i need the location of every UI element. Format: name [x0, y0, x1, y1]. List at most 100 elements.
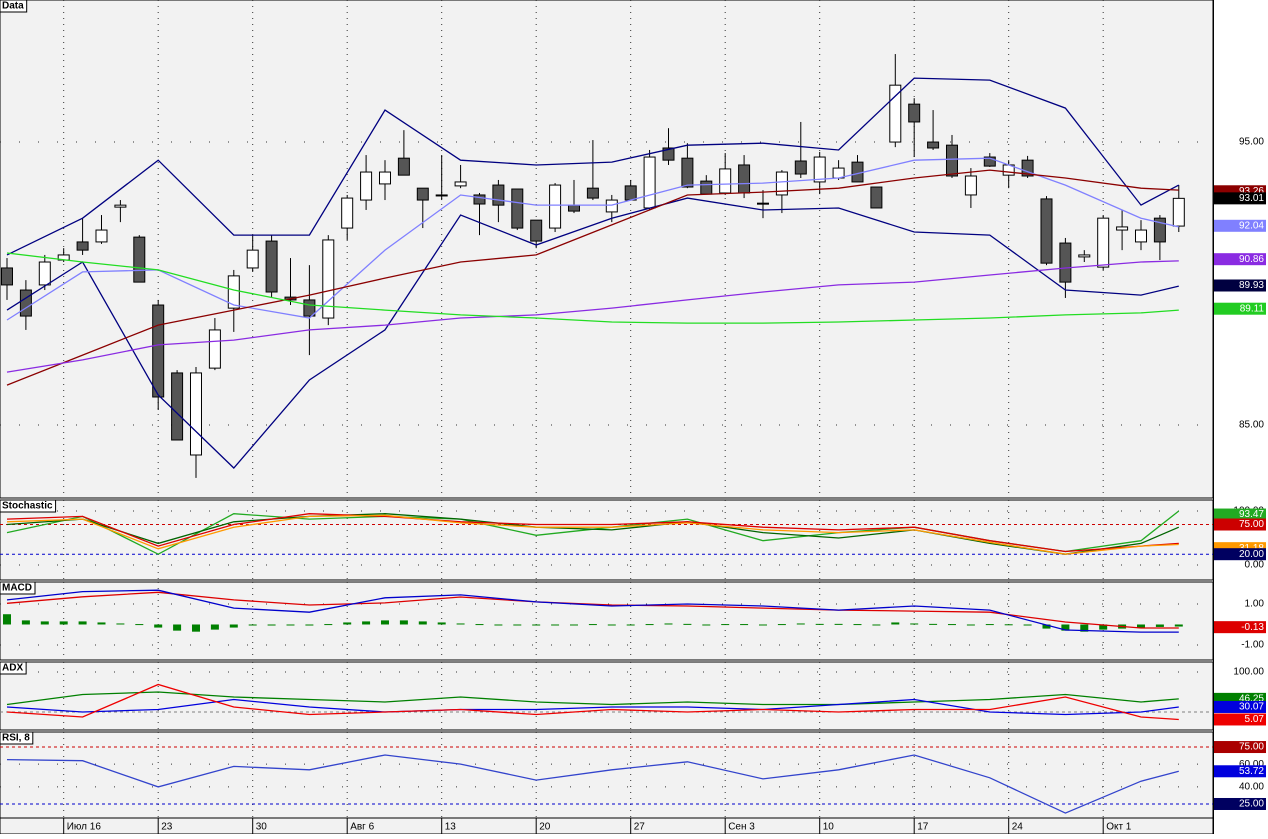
candle-body — [643, 156, 656, 209]
histogram-bar — [569, 624, 578, 626]
histogram-bar — [1023, 624, 1032, 626]
panel-title: RSI, 8 — [2, 733, 30, 744]
panel-background — [0, 661, 1214, 731]
histogram-bar — [97, 622, 106, 625]
panel-title: Data — [2, 1, 24, 12]
histogram-bar — [135, 624, 144, 626]
x-tick-label: 20 — [539, 822, 551, 833]
value-tag-label: 5.07 — [1245, 714, 1265, 725]
candle-body — [964, 175, 977, 196]
indicator-line — [6, 157, 1179, 321]
y-tick-label: -1.00 — [1241, 640, 1264, 651]
value-tag-label: 30.07 — [1239, 702, 1264, 713]
value-tag-label: 75.00 — [1239, 519, 1264, 530]
y-tick-label: 85.00 — [1239, 420, 1264, 431]
histogram-bar — [475, 624, 484, 626]
value-tag-label: 89.93 — [1239, 280, 1264, 291]
indicator-line — [6, 260, 1179, 373]
candle-body — [227, 275, 240, 309]
candle-body — [341, 197, 354, 229]
x-tick-label: 10 — [823, 822, 835, 833]
indicator-line — [6, 77, 1180, 256]
candle-body — [738, 164, 751, 194]
value-tag — [1214, 765, 1266, 778]
indicator-line — [6, 591, 1179, 629]
indicator-line — [6, 691, 1179, 706]
candle-body — [397, 157, 410, 176]
value-tag-label: 92.04 — [1239, 220, 1264, 231]
histogram-bar — [229, 624, 238, 628]
histogram-bar — [1136, 624, 1145, 628]
panel-title-box — [0, 0, 28, 13]
panel-title-box — [0, 581, 36, 595]
value-tag — [1214, 797, 1266, 810]
candle-body — [19, 289, 32, 317]
candle-body — [983, 156, 996, 167]
candle-body — [681, 157, 694, 188]
panel-title: MACD — [2, 583, 32, 594]
x-tick-label: Окт 1 — [1106, 822, 1132, 833]
histogram-bar — [777, 624, 786, 626]
histogram-bar — [116, 623, 125, 625]
histogram-bar — [1042, 624, 1051, 629]
indicator-line — [6, 754, 1179, 814]
indicator-line — [6, 683, 1179, 721]
histogram-bar — [456, 623, 465, 625]
indicator-line — [6, 514, 1179, 555]
candle-body — [1078, 254, 1091, 258]
candle-body — [303, 299, 316, 317]
histogram-bar — [1061, 624, 1070, 631]
candle-body — [152, 304, 165, 398]
histogram-bar — [418, 621, 427, 625]
histogram-bar — [1155, 624, 1164, 627]
value-tag-label: 25.00 — [1239, 799, 1264, 810]
histogram-bar — [758, 624, 767, 626]
value-tag-label: 89.11 — [1240, 303, 1265, 314]
histogram-bar — [947, 624, 956, 626]
histogram-bar — [324, 624, 333, 626]
histogram-bar — [551, 624, 560, 626]
candle-body — [416, 187, 429, 201]
candle-body — [530, 219, 543, 242]
y-tick-label: 0.00 — [1245, 560, 1265, 571]
histogram-bar — [1174, 624, 1183, 627]
x-tick-label: Июл 16 — [67, 822, 102, 833]
candle-body — [0, 267, 13, 286]
candle-body — [189, 372, 202, 456]
candle-body — [1153, 217, 1166, 243]
histogram-bar — [815, 623, 824, 625]
histogram-bar — [966, 624, 975, 626]
indicator-line — [6, 252, 1179, 324]
value-tag — [1214, 713, 1266, 726]
histogram-bar — [702, 624, 711, 626]
histogram-bar — [248, 624, 257, 626]
histogram-bar — [154, 624, 163, 628]
histogram-bar — [910, 623, 919, 625]
histogram-bar — [437, 622, 446, 625]
candle-body — [1116, 226, 1129, 231]
value-tag — [1214, 741, 1266, 754]
panel-background — [0, 731, 1214, 819]
candle-body — [945, 144, 958, 177]
candle-body — [511, 188, 524, 229]
candle-body — [719, 168, 732, 194]
x-tick-label: 30 — [256, 822, 268, 833]
indicator-line — [6, 513, 1179, 553]
x-tick-label: 23 — [161, 822, 173, 833]
value-tag-label: -0.13 — [1241, 622, 1264, 633]
value-tag-label: 75.00 — [1239, 742, 1264, 753]
histogram-bar — [1080, 624, 1089, 632]
candle-body — [435, 194, 448, 197]
x-axis-band — [0, 817, 1214, 835]
histogram-bar — [985, 624, 994, 626]
histogram-bar — [740, 624, 749, 626]
histogram-bar — [1004, 624, 1013, 626]
histogram-bar — [683, 623, 692, 625]
y-tick-label: 95.00 — [1239, 137, 1264, 148]
indicator-line — [6, 589, 1179, 633]
candle-body — [586, 187, 599, 199]
candle-body — [208, 329, 221, 369]
value-tag-label: 53.72 — [1239, 766, 1264, 777]
